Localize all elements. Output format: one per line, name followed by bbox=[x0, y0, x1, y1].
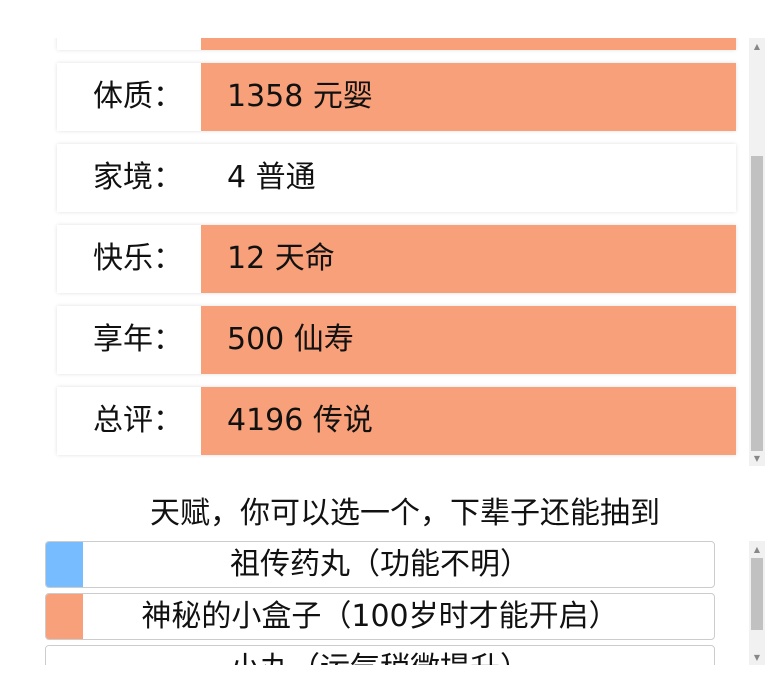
talent-label: 神秘的小盒子（100岁时才能开启） bbox=[141, 599, 619, 634]
stat-row-lifespan: 享年： 500 仙寿 bbox=[57, 306, 736, 374]
stat-label bbox=[57, 38, 201, 50]
talent-color-bar bbox=[46, 594, 83, 639]
talent-item[interactable]: 神秘的小盒子（100岁时才能开启） bbox=[45, 593, 715, 640]
scroll-up-arrow-icon[interactable]: ▲ bbox=[753, 42, 761, 51]
stat-label: 享年： bbox=[93, 322, 183, 357]
stat-label: 快乐： bbox=[93, 241, 183, 276]
stat-value: 1358 元婴 bbox=[201, 63, 736, 131]
talent-item[interactable]: 祖传药丸（功能不明） bbox=[45, 541, 715, 588]
scroll-down-arrow-icon[interactable]: ▼ bbox=[753, 454, 761, 463]
talent-list: 祖传药丸（功能不明） 神秘的小盒子（100岁时才能开启） 小丸（运气稍微提升） bbox=[45, 541, 715, 665]
talents-title: 天赋，你可以选一个，下辈子还能抽到 bbox=[150, 496, 660, 531]
stat-row-family: 家境： 4 普通 bbox=[57, 144, 736, 212]
stat-value: 12 天命 bbox=[201, 225, 736, 293]
stat-row bbox=[57, 38, 736, 50]
talent-label: 小丸（运气稍微提升） bbox=[83, 646, 714, 665]
talent-item[interactable]: 小丸（运气稍微提升） bbox=[45, 645, 715, 665]
stat-value: 4 普通 bbox=[227, 160, 316, 195]
stat-label: 体质： bbox=[93, 79, 183, 114]
stat-value: 500 仙寿 bbox=[201, 306, 736, 374]
stat-label: 总评： bbox=[93, 403, 183, 438]
stat-value bbox=[201, 38, 736, 50]
talent-label: 祖传药丸（功能不明） bbox=[230, 547, 530, 582]
stat-row-happiness: 快乐： 12 天命 bbox=[57, 225, 736, 293]
stats-scrollbar[interactable]: ▲ ▼ bbox=[749, 38, 765, 466]
scrollbar-thumb[interactable] bbox=[751, 156, 763, 451]
scrollbar-thumb[interactable] bbox=[751, 558, 763, 630]
stat-value: 4196 传说 bbox=[201, 387, 736, 455]
stat-row-total: 总评： 4196 传说 bbox=[57, 387, 736, 455]
stat-row-physique: 体质： 1358 元婴 bbox=[57, 63, 736, 131]
stats-panel: 体质： 1358 元婴 家境： 4 普通 快乐： 12 天命 享年： 500 仙寿 总评… bbox=[0, 38, 749, 466]
scroll-down-arrow-icon[interactable]: ▼ bbox=[753, 653, 761, 662]
talent-color-bar bbox=[46, 646, 83, 665]
scroll-up-arrow-icon[interactable]: ▲ bbox=[753, 545, 761, 554]
talent-color-bar bbox=[46, 542, 83, 587]
talents-scrollbar[interactable]: ▲ ▼ bbox=[749, 541, 765, 665]
stat-label: 家境： bbox=[93, 160, 183, 195]
